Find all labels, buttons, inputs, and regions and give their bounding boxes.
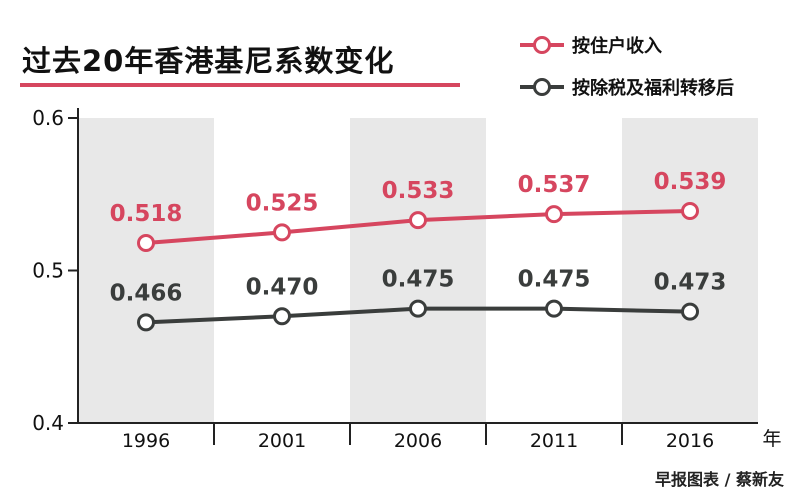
x-tick-label-2006: 2006 (394, 430, 442, 452)
series-0-label-2001: 0.525 (246, 190, 319, 216)
series-1-point-2011 (545, 299, 563, 318)
legend-label-post: 按除税及福利转移后 (572, 78, 734, 99)
series-1-point-2001 (273, 307, 291, 326)
x-tick-label-2011: 2011 (530, 430, 578, 452)
series-0-point-1996 (137, 234, 155, 253)
legend-item-post: 按除税及福利转移后 (520, 72, 734, 102)
x-tick-label-1996: 1996 (122, 430, 170, 452)
series-0-point-2016 (681, 202, 699, 221)
x-tick-label-2016: 2016 (666, 430, 714, 452)
x-tick-label-2001: 2001 (258, 430, 306, 452)
series-0-label-2016: 0.539 (654, 169, 727, 195)
series-1-label-2001: 0.470 (246, 274, 319, 300)
legend-swatch-pre (520, 35, 564, 55)
legend-item-pre: 按住户收入 (520, 30, 662, 60)
series-1-label-1996: 0.466 (110, 280, 183, 306)
title-underline (20, 83, 460, 87)
series-1-point-2016 (681, 302, 699, 321)
series-0-label-2006: 0.533 (382, 178, 455, 204)
band-2006 (350, 118, 486, 423)
x-unit-label: 年 (762, 428, 781, 450)
series-0-point-2001 (273, 223, 291, 242)
y-tick-label-0.6: 0.6 (32, 106, 64, 130)
series-0-label-2011: 0.537 (518, 172, 591, 198)
band-1996 (78, 118, 214, 423)
chart-title: 过去20年香港基尼系数变化 (22, 44, 395, 78)
credit: 早报图表 / 蔡新友 (655, 470, 784, 489)
series-0-point-2006 (409, 211, 427, 230)
y-tick-label-0.5: 0.5 (32, 259, 64, 283)
legend-label-pre: 按住户收入 (572, 36, 662, 57)
series-1-label-2006: 0.475 (382, 267, 455, 293)
series-0-label-1996: 0.518 (110, 201, 183, 227)
legend-swatch-post (520, 77, 564, 97)
series-0-point-2011 (545, 205, 563, 224)
series-1-point-2006 (409, 299, 427, 318)
band-2016 (622, 118, 758, 423)
series-1-label-2011: 0.475 (518, 267, 591, 293)
series-1-label-2016: 0.473 (654, 270, 727, 296)
y-tick-label-0.4: 0.4 (32, 411, 64, 435)
series-1-point-1996 (137, 313, 155, 332)
